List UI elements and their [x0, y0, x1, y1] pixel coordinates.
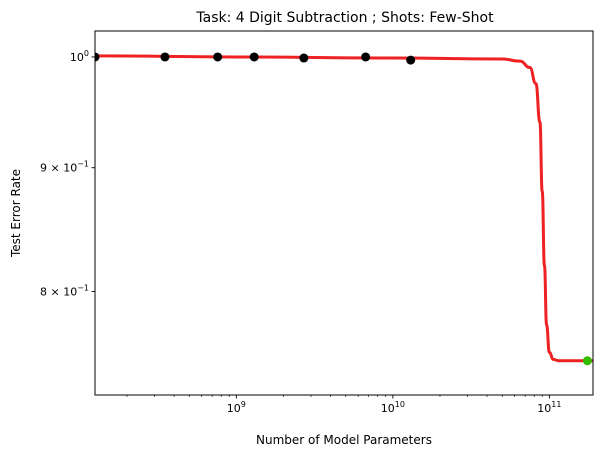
- x-axis-label: Number of Model Parameters: [256, 433, 432, 447]
- series-layer: [95, 52, 593, 366]
- data-point: [361, 52, 371, 62]
- data-point: [213, 52, 223, 62]
- data-point: [406, 55, 416, 65]
- data-point: [299, 53, 309, 63]
- y-tick-label: 8 × 10−1: [40, 284, 89, 299]
- x-axis: 109 1010 1011: [126, 395, 561, 415]
- plot-frame: [94, 30, 594, 396]
- x-tick-label: 1010: [381, 400, 405, 415]
- x-tick-label: 109: [227, 400, 246, 415]
- data-point: [582, 356, 592, 366]
- data-point: [249, 52, 259, 62]
- data-point: [160, 52, 170, 62]
- chart-title: Task: 4 Digit Subtraction ; Shots: Few-S…: [195, 10, 494, 26]
- fit-curve: [95, 54, 593, 363]
- y-axis-label: Test Error Rate: [9, 169, 23, 258]
- y-tick-label: 100: [70, 49, 89, 64]
- data-point: [95, 52, 100, 62]
- x-tick-label: 1011: [537, 400, 561, 415]
- y-axis: 100 9 × 10−1 8 × 10−1: [40, 49, 95, 299]
- y-tick-label: 9 × 10−1: [40, 160, 89, 175]
